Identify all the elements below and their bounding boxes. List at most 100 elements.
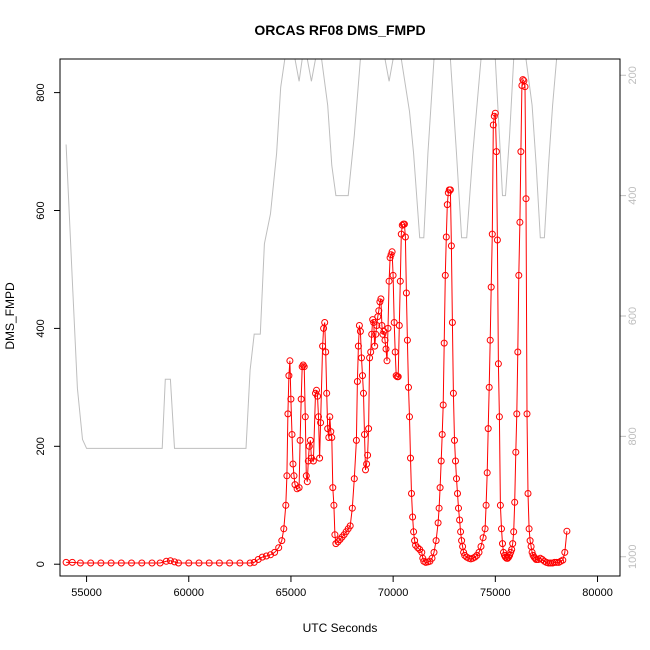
data-point <box>87 559 95 567</box>
data-point <box>348 504 356 512</box>
data-point <box>471 553 479 561</box>
data-point <box>271 548 279 556</box>
data-point <box>117 559 125 567</box>
data-point <box>436 484 444 492</box>
data-point <box>322 348 330 356</box>
data-point <box>511 498 519 506</box>
data-point <box>414 544 422 552</box>
data-point <box>408 490 415 497</box>
data-point <box>495 413 503 421</box>
data-point <box>364 451 372 459</box>
data-point <box>489 121 497 129</box>
data-point <box>205 559 213 567</box>
data-point <box>449 389 457 397</box>
data-point <box>395 322 403 329</box>
data-point <box>287 395 295 403</box>
data-point <box>162 557 170 565</box>
data-point <box>525 525 533 533</box>
data-point <box>365 425 373 433</box>
data-point <box>325 434 333 441</box>
chart-title: ORCAS RF08 DMS_FMPD <box>254 22 425 38</box>
data-point <box>382 345 390 353</box>
data-point <box>402 289 410 297</box>
data-point <box>490 112 498 120</box>
data-point <box>299 361 307 369</box>
data-point <box>359 372 366 380</box>
data-point <box>498 525 505 533</box>
data-point <box>300 363 308 371</box>
data-point <box>493 236 501 244</box>
y-tick-label: 0 <box>35 561 47 567</box>
data-point <box>354 342 362 350</box>
data-point <box>317 419 325 427</box>
data-point <box>561 548 569 556</box>
data-point <box>156 559 164 567</box>
data-point <box>448 319 456 326</box>
x-tick-label: 75000 <box>480 587 511 599</box>
data-point <box>332 540 340 548</box>
x-tick-label: 80000 <box>582 587 613 599</box>
data-point <box>375 307 383 315</box>
data-point <box>452 457 459 465</box>
data-point <box>330 501 338 509</box>
data-point <box>367 348 375 356</box>
data-point <box>513 410 521 418</box>
secondary-series-layer <box>65 58 567 449</box>
y-axis-label: DMS_FMPD <box>3 282 17 350</box>
data-point <box>387 251 395 259</box>
data-point <box>409 513 417 521</box>
data-point <box>97 559 105 567</box>
data-point <box>434 519 442 527</box>
data-point <box>483 469 491 477</box>
data-point <box>352 436 360 444</box>
data-point <box>407 454 414 462</box>
axes-layer: 55000 60000 65000 70000 75000 80000 0 200 400 600… <box>35 66 639 599</box>
data-point <box>486 336 494 344</box>
x-tick-label: 65000 <box>276 587 307 599</box>
data-point <box>439 401 447 409</box>
data-point <box>482 501 490 509</box>
data-point <box>166 557 174 565</box>
data-point <box>306 436 314 444</box>
data-point <box>328 434 336 441</box>
data-point <box>510 528 518 536</box>
plot-area-frame <box>59 58 621 577</box>
data-point <box>441 271 449 279</box>
data-point <box>401 233 409 241</box>
data-point <box>282 501 290 509</box>
data-point <box>275 544 283 552</box>
data-point <box>506 551 514 559</box>
data-point <box>316 454 324 462</box>
x-tick-label: 60000 <box>173 587 204 599</box>
y2-tick-label: 400 <box>627 186 639 204</box>
data-point <box>390 319 398 326</box>
data-point <box>285 372 293 380</box>
data-point <box>389 271 397 279</box>
data-point <box>509 540 517 548</box>
data-point <box>314 392 321 400</box>
data-point <box>523 410 531 418</box>
data-point <box>443 201 451 209</box>
data-point <box>451 436 458 444</box>
y2-tick-label: 800 <box>627 427 639 445</box>
data-point <box>428 554 436 562</box>
data-point <box>289 460 297 468</box>
data-point <box>438 431 446 438</box>
data-point <box>334 538 342 546</box>
data-point <box>475 548 483 556</box>
data-point <box>485 383 493 391</box>
data-point <box>385 277 393 285</box>
data-point <box>522 195 530 203</box>
data-point <box>447 242 455 250</box>
data-point <box>258 553 266 561</box>
data-point <box>262 552 270 560</box>
data-point <box>283 472 291 480</box>
data-point <box>323 389 331 397</box>
data-point <box>487 283 495 291</box>
data-point <box>315 413 322 421</box>
data-point <box>288 431 296 438</box>
data-point <box>437 457 445 465</box>
secondary-series-line <box>65 58 567 449</box>
data-point <box>488 230 496 238</box>
